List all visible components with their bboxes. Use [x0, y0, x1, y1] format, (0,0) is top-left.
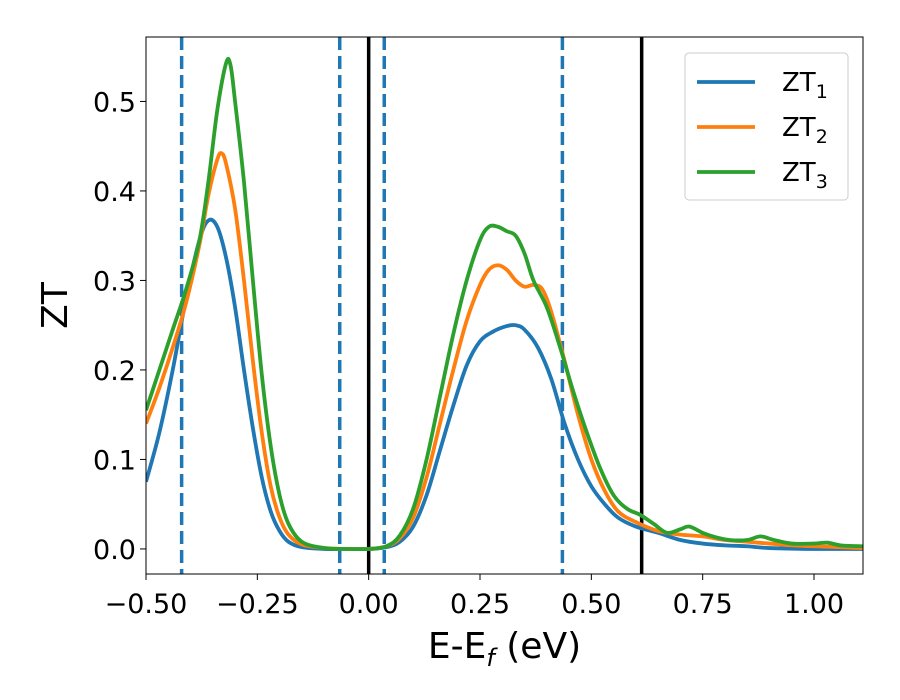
- x-tick-label: 0.75: [673, 589, 733, 620]
- x-tick-label: −0.50: [105, 589, 188, 620]
- plot-frame: [145, 36, 864, 575]
- x-tick-label: 0.50: [561, 589, 621, 620]
- series-line-zt2: [146, 151, 863, 552]
- legend-box: [684, 52, 849, 201]
- y-tick-label: 0.4: [93, 177, 136, 208]
- x-axis-ticks: −0.50 −0.25 0.00 0.25 0.50 0.75 1.00: [105, 574, 844, 620]
- y-tick-label: 0.2: [93, 356, 136, 387]
- y-tick-label: 0.5: [93, 87, 136, 118]
- y-axis-label: ZT: [35, 281, 76, 329]
- legend-label-zt2: ZT2: [782, 113, 828, 148]
- x-tick-label: −0.25: [216, 589, 299, 620]
- x-tick-label: 0.00: [339, 589, 399, 620]
- x-axis-label: E-Ef (eV): [428, 626, 581, 672]
- y-axis-ticks: 0.0 0.1 0.2 0.3 0.4 0.5: [93, 87, 146, 566]
- series-line-zt1: [146, 217, 863, 551]
- y-tick-label: 0.3: [93, 266, 136, 297]
- series-line-zt3: [146, 56, 863, 552]
- x-tick-label: 0.25: [450, 589, 510, 620]
- legend-label-zt3: ZT3: [782, 158, 828, 193]
- y-tick-label: 0.0: [93, 535, 136, 566]
- x-tick-label: 1.00: [784, 589, 844, 620]
- legend: ZT1 ZT2 ZT3: [684, 52, 849, 201]
- series-lines: [146, 56, 863, 552]
- y-tick-label: 0.1: [93, 445, 136, 476]
- legend-label-zt1: ZT1: [782, 68, 828, 103]
